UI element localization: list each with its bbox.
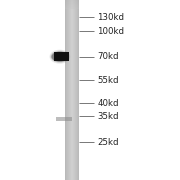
Bar [65,0,66,180]
Bar [68,0,69,180]
Bar [65,1,79,2]
Bar [73,0,74,180]
Bar [77,0,78,180]
Bar [74,0,75,180]
Text: 35kd: 35kd [97,112,119,121]
Text: 100kd: 100kd [97,27,124,36]
Text: 40kd: 40kd [97,99,119,108]
Ellipse shape [51,51,69,63]
Bar [65,8,79,9]
Bar [0,0,79,180]
Bar [75,0,76,180]
Bar [65,4,79,5]
Bar [65,5,79,6]
Bar [65,0,79,1]
Bar [76,0,77,180]
Bar [69,0,70,180]
Bar [54,52,69,61]
Bar [72,0,73,180]
Bar [67,0,68,180]
Bar [65,6,79,7]
Text: 25kd: 25kd [97,138,119,147]
Bar [70,0,71,180]
Bar [66,0,67,180]
Text: 130kd: 130kd [97,13,124,22]
Bar [65,3,79,4]
Bar [65,2,79,3]
Text: 70kd: 70kd [97,52,119,61]
Text: 55kd: 55kd [97,76,119,85]
Ellipse shape [51,52,68,62]
Bar [65,7,79,8]
Bar [78,0,79,180]
Ellipse shape [50,50,70,64]
Bar [71,0,72,180]
Bar [56,117,72,121]
